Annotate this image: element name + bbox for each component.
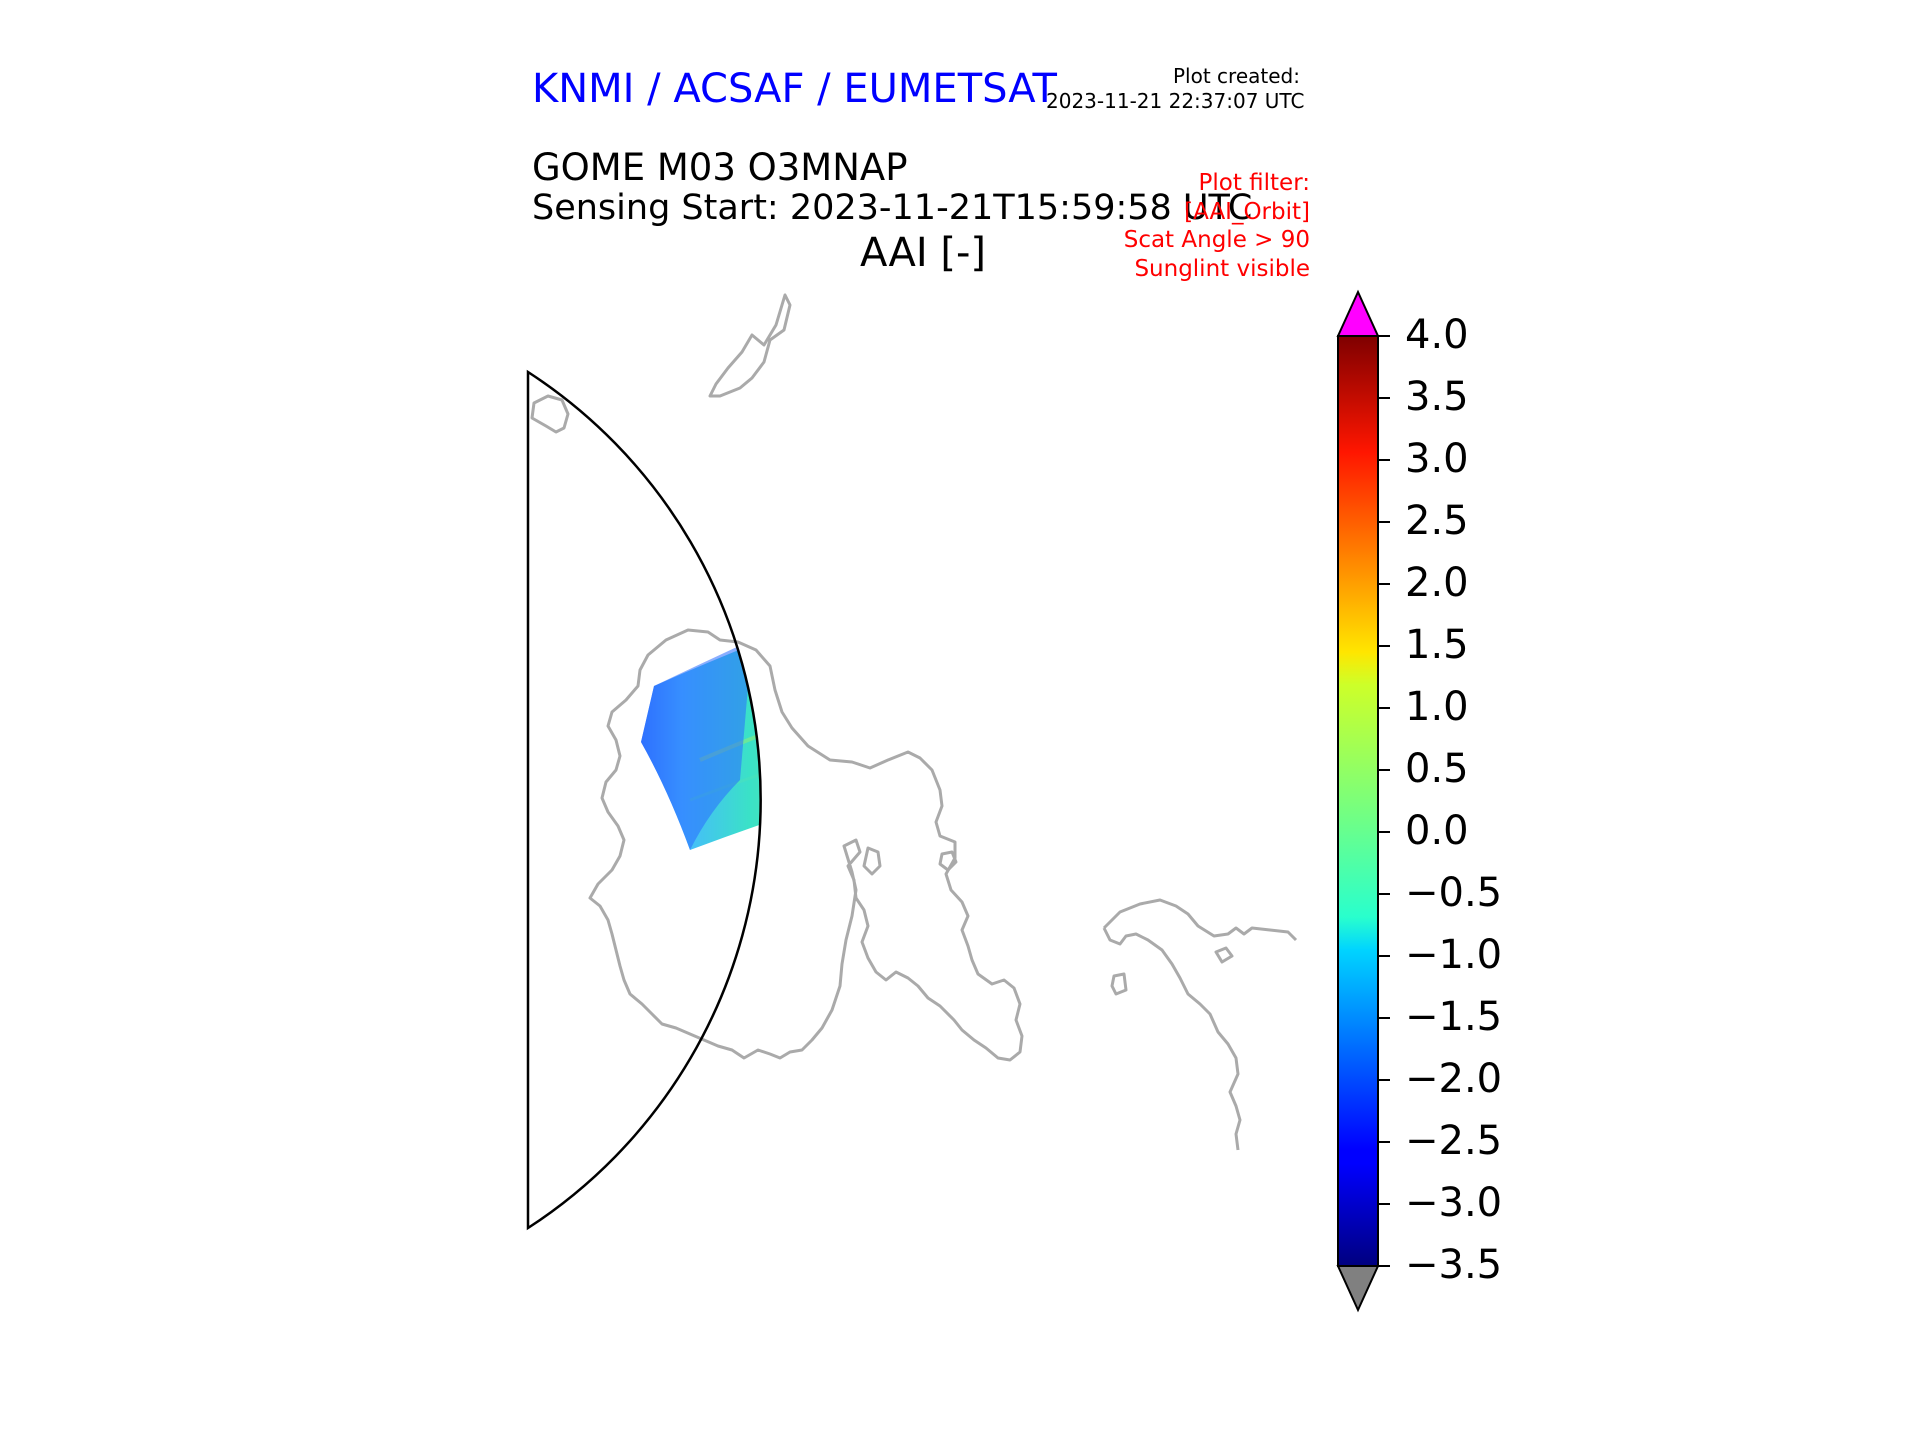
colorbar-tick-label: −3.5 [1405, 1242, 1503, 1288]
colorbar-tick-label: 4.0 [1405, 312, 1469, 358]
coastlines [530, 293, 1298, 1151]
coastline-tasmania [1110, 972, 1128, 996]
colorbar-tick-label: 0.5 [1405, 746, 1469, 792]
coastline-island [530, 394, 570, 434]
coastline-australia [1102, 927, 1242, 1151]
plot-filter: Plot filter: [AAI_Orbit] Scat Angle > 90… [1124, 169, 1310, 283]
plot-filter-scat-angle: Scat Angle > 90 [1123, 227, 1310, 253]
colorbar-tick-label: 0.0 [1405, 808, 1469, 854]
sensing-start: Sensing Start: 2023-11-21T15:59:58 UTC [532, 188, 1253, 228]
plot-created-label: Plot created: [1173, 64, 1300, 88]
coastline-island [1214, 946, 1234, 964]
coastline-peninsula-island [862, 846, 882, 876]
plot-filter-label: Plot filter: [1198, 170, 1310, 196]
product-title: GOME M03 O3MNAP [532, 146, 908, 189]
colorbar-tick-label: −1.0 [1405, 932, 1503, 978]
aai-swath [641, 504, 802, 850]
colorbar-over-triangle [1336, 289, 1380, 337]
colorbar-tick-label: 1.0 [1405, 684, 1469, 730]
colorbar-under-triangle [1336, 1265, 1380, 1313]
colorbar-tick-label: −0.5 [1405, 870, 1503, 916]
colorbar-tick-label: 3.5 [1405, 374, 1469, 420]
colorbar-tick-label: 2.0 [1405, 560, 1469, 606]
colorbar-tick-label: −1.5 [1405, 994, 1503, 1040]
colorbar-tick-label: −2.5 [1405, 1118, 1503, 1164]
variable-title: AAI [-] [860, 230, 986, 276]
colorbar-gradient [1338, 336, 1378, 1266]
colorbar-frame [1337, 335, 1379, 1267]
colorbar-tick-label: 1.5 [1405, 622, 1469, 668]
colorbar-tick-label: −2.0 [1405, 1056, 1503, 1102]
map-boundary [526, 369, 762, 1231]
coastline-antarctica [588, 628, 1024, 1062]
organization-title: KNMI / ACSAF / EUMETSAT [532, 66, 1057, 112]
colorbar-tick-label: 3.0 [1405, 436, 1469, 482]
plot-filter-orbit: [AAI_Orbit] [1184, 198, 1310, 225]
colorbar-tick-label: 2.5 [1405, 498, 1469, 544]
plot-filter-sunglint: Sunglint visible [1134, 255, 1310, 282]
coastline-south-america [708, 293, 792, 398]
aai-hotspot [782, 657, 802, 677]
colorbar-tick-marks [1378, 335, 1390, 1267]
coastline-peninsula-island [938, 850, 958, 872]
coastline-australia [1102, 898, 1298, 942]
colorbar [1336, 289, 1390, 1313]
colorbar-tick-label: −3.0 [1405, 1180, 1503, 1226]
plot-created-time: 2023-11-21 22:37:07 UTC [1046, 89, 1305, 113]
